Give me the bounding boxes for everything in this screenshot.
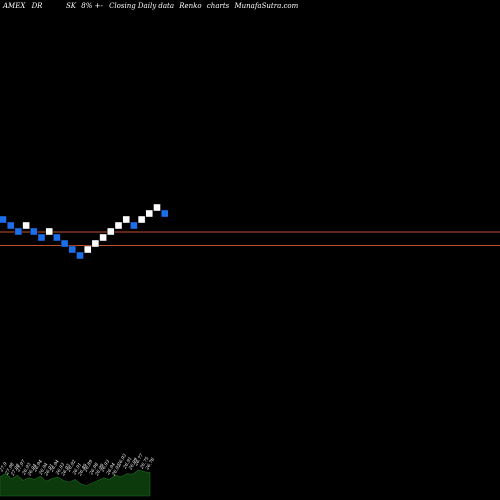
header-symbol-part2: SK: [66, 2, 77, 10]
header-description: Closing Daily data: [109, 2, 174, 10]
renko-brick-up: [22, 221, 30, 230]
renko-brick-up: [83, 245, 92, 254]
renko-brick-down: [53, 233, 61, 242]
header-site: MunafaSutra.com: [233, 2, 298, 10]
renko-brick-down: [160, 209, 169, 218]
renko-brick-down: [30, 227, 38, 236]
renko-brick-up: [45, 227, 53, 236]
header-chart-kind: Renko: [178, 2, 201, 10]
chart-header: AMEX DR SK 8% +- Closing Daily data Renk…: [2, 2, 299, 10]
volume-area: [0, 469, 151, 497]
header-charts-word: charts: [207, 2, 230, 10]
header-exchange: AMEX: [2, 2, 26, 10]
renko-brick-up: [122, 215, 130, 224]
renko-brick-up: [107, 227, 115, 236]
renko-brick-up: [145, 209, 154, 218]
renko-brick-up: [99, 233, 107, 242]
renko-brick-up: [114, 221, 123, 230]
price-label: 27.9: [0, 461, 9, 474]
renko-brick-down: [130, 221, 138, 230]
renko-brick-up: [91, 239, 100, 248]
renko-brick-down: [0, 215, 7, 224]
renko-brick-down: [76, 251, 84, 260]
renko-brick-down: [60, 239, 69, 248]
volume-panel: [0, 469, 151, 497]
renko-bricks: [0, 203, 169, 260]
reference-lines: [0, 231, 500, 246]
header-sign: +-: [95, 2, 104, 10]
renko-brick-down: [37, 233, 46, 242]
renko-brick-down: [6, 221, 15, 230]
renko-brick-up: [153, 203, 161, 212]
header-symbol-part1: DR: [31, 2, 44, 10]
renko-brick-down: [14, 227, 23, 236]
header-change: 8%: [81, 2, 92, 10]
renko-brick-up: [137, 215, 146, 224]
renko-brick-down: [68, 245, 77, 254]
